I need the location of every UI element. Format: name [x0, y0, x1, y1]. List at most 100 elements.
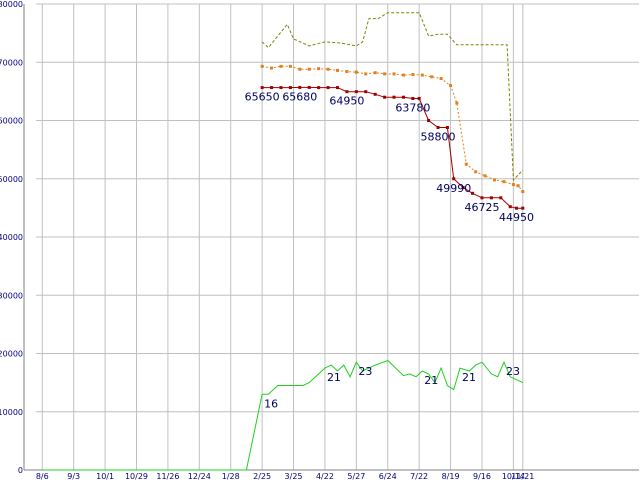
data-point-price_low: [437, 126, 440, 129]
data-point-price_low: [364, 90, 367, 93]
data-point-price_avg: [374, 71, 377, 74]
data-point-price_low: [499, 196, 502, 199]
data-point-price_avg: [279, 65, 282, 68]
data-point-price_avg: [484, 174, 487, 177]
data-point-price_avg: [502, 180, 505, 183]
x-tick-label: 10/29: [125, 472, 148, 480]
data-point-price_low: [279, 86, 282, 89]
data-point-price_avg: [440, 77, 443, 80]
data-point-price_low: [418, 97, 421, 100]
data-point-price_low: [446, 126, 449, 129]
data-point-price_low: [298, 86, 301, 89]
y-tick-label: 70000: [0, 58, 23, 67]
data-label: 58800: [421, 130, 456, 143]
y-tick-label: 80000: [0, 0, 23, 9]
x-tick-label: 9/3: [67, 472, 80, 480]
data-point-price_low: [383, 96, 386, 99]
y-tick-label: 50000: [0, 175, 23, 184]
y-tick-label: 10000: [0, 408, 23, 417]
data-point-price_low: [411, 97, 414, 100]
data-label: 16: [264, 397, 278, 410]
data-point-price_avg: [493, 178, 496, 181]
data-label: 21: [424, 374, 438, 387]
x-tick-label: 6/24: [379, 472, 397, 480]
data-point-price_avg: [455, 102, 458, 105]
y-tick-label: 60000: [0, 117, 23, 126]
data-point-price_low: [374, 93, 377, 96]
data-point-price_avg: [327, 68, 330, 71]
x-tick-label: 8/6: [36, 472, 49, 480]
x-tick-label: 12/24: [188, 472, 211, 480]
data-point-price_low: [289, 86, 292, 89]
data-point-price_avg: [289, 65, 292, 68]
data-point-price_low: [345, 90, 348, 93]
data-point-price_avg: [345, 70, 348, 73]
y-tick-label: 20000: [0, 350, 23, 359]
data-point-price_avg: [411, 73, 414, 76]
data-point-price_low: [336, 86, 339, 89]
data-point-price_low: [521, 207, 524, 210]
x-tick-label: 5/27: [347, 472, 365, 480]
data-point-price_low: [393, 96, 396, 99]
data-point-price_low: [261, 86, 264, 89]
data-point-price_low: [317, 86, 320, 89]
data-point-price_low: [270, 86, 273, 89]
x-tick-label: 11/26: [156, 472, 179, 480]
data-label: 65680: [282, 90, 317, 103]
data-point-price_avg: [383, 72, 386, 75]
data-point-price_low: [327, 86, 330, 89]
data-point-price_avg: [421, 74, 424, 77]
series-line-price_avg: [262, 66, 523, 191]
data-point-price_avg: [512, 183, 515, 186]
data-point-price_avg: [317, 67, 320, 70]
data-point-price_avg: [465, 163, 468, 166]
x-tick-label: 4/22: [316, 472, 334, 480]
data-point-price_avg: [298, 68, 301, 71]
x-tick-label: 11/21: [511, 472, 534, 480]
data-point-price_avg: [364, 72, 367, 75]
data-point-price_avg: [402, 74, 405, 77]
data-point-price_avg: [474, 170, 477, 173]
x-tick-label: 3/25: [285, 472, 303, 480]
data-label: 46725: [464, 201, 499, 214]
x-tick-label: 9/16: [473, 472, 491, 480]
data-point-price_avg: [521, 190, 524, 193]
data-point-price_low: [471, 192, 474, 195]
data-point-price_avg: [449, 84, 452, 87]
data-point-price_avg: [270, 67, 273, 70]
data-point-price_avg: [517, 184, 520, 187]
y-tick-label: 0: [18, 466, 23, 475]
x-tick-label: 10/1: [96, 472, 114, 480]
data-point-price_avg: [308, 68, 311, 71]
data-point-price_low: [452, 177, 455, 180]
x-tick-label: 2/25: [253, 472, 271, 480]
series-line-price_low: [262, 87, 523, 208]
data-point-price_low: [490, 196, 493, 199]
data-label: 49990: [436, 182, 471, 195]
data-point-price_avg: [261, 65, 264, 68]
data-point-price_low: [509, 205, 512, 208]
data-point-price_avg: [336, 69, 339, 72]
data-label: 64950: [329, 95, 364, 108]
y-tick-label: 30000: [0, 291, 23, 300]
x-tick-label: 1/28: [222, 472, 240, 480]
data-label: 44950: [499, 211, 534, 224]
data-point-price_low: [355, 90, 358, 93]
data-label: 23: [506, 365, 520, 378]
data-label: 23: [358, 365, 372, 378]
x-tick-label: 7/22: [410, 472, 428, 480]
data-point-price_low: [427, 119, 430, 122]
data-label: 21: [462, 371, 476, 384]
data-label: 65650: [245, 91, 280, 104]
data-point-price_low: [515, 207, 518, 210]
x-tick-label: 8/19: [442, 472, 460, 480]
data-point-price_avg: [393, 72, 396, 75]
data-label: 63780: [395, 101, 430, 114]
data-point-price_avg: [430, 75, 433, 78]
data-point-price_low: [308, 86, 311, 89]
data-point-price_low: [402, 96, 405, 99]
data-point-price_avg: [355, 71, 358, 74]
data-point-price_low: [480, 196, 483, 199]
